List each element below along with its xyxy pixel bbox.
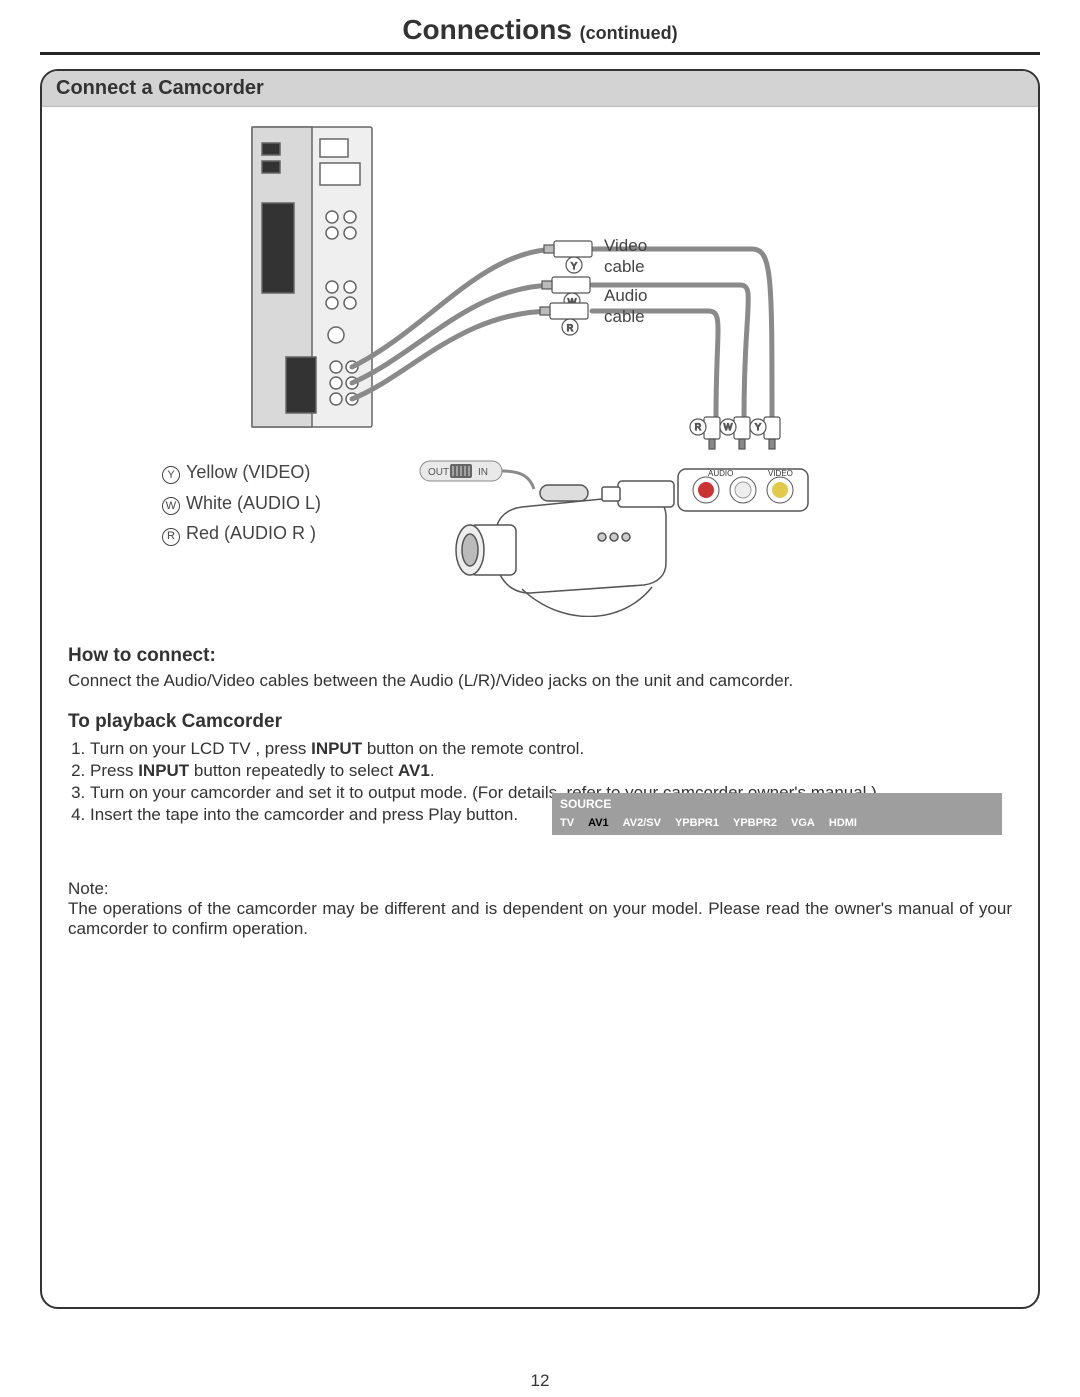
- how-to-connect-body: Connect the Audio/Video cables between t…: [68, 671, 1012, 691]
- legend-text: Red (AUDIO R ): [186, 523, 316, 543]
- playback-block: To playback Camcorder Turn on your LCD T…: [42, 711, 1038, 825]
- connector-badge-r: R: [567, 323, 574, 333]
- legend-row: Y Yellow (VIDEO): [162, 457, 321, 488]
- plug-badge-r: R: [695, 422, 702, 432]
- source-item: AV2/SV: [623, 817, 661, 829]
- connector-badge-y: Y: [571, 261, 577, 271]
- source-item-selected: AV1: [588, 817, 609, 829]
- switch-in-label: IN: [478, 467, 488, 478]
- plug-badge-w: W: [724, 422, 733, 432]
- source-item: YPBPR1: [675, 817, 719, 829]
- how-to-connect: How to connect: Connect the Audio/Video …: [42, 645, 1038, 691]
- note-body: The operations of the camcorder may be d…: [68, 899, 1012, 939]
- legend-text: Yellow (VIDEO): [186, 462, 310, 482]
- legend-badge: Y: [162, 466, 180, 484]
- source-item: VGA: [791, 817, 815, 829]
- playback-heading: To playback Camcorder: [68, 711, 1012, 733]
- legend-row: R Red (AUDIO R ): [162, 518, 321, 549]
- source-menu: SOURCE TV AV1 AV2/SV YPBPR1 YPBPR2 VGA H…: [552, 793, 1002, 835]
- content-frame: Connect a Camcorder: [40, 69, 1040, 1309]
- connection-diagram: Y W R R W Y: [42, 107, 1038, 627]
- title-sub: (continued): [580, 23, 678, 43]
- legend-badge: R: [162, 528, 180, 546]
- page-title: Connections (continued): [40, 10, 1040, 52]
- title-main: Connections: [402, 14, 572, 45]
- camcorder-illustration: [456, 481, 674, 617]
- source-item: YPBPR2: [733, 817, 777, 829]
- playback-step: Press INPUT button repeatedly to select …: [90, 761, 1012, 781]
- how-to-connect-heading: How to connect:: [68, 645, 1012, 667]
- legend-badge: W: [162, 497, 180, 515]
- legend-text: White (AUDIO L): [186, 493, 321, 513]
- color-legend: Y Yellow (VIDEO) W White (AUDIO L) R Red (A…: [162, 457, 321, 549]
- section-heading: Connect a Camcorder: [42, 71, 1038, 107]
- source-menu-items: TV AV1 AV2/SV YPBPR1 YPBPR2 VGA HDMI: [560, 817, 994, 829]
- note-block: Note: The operations of the camcorder ma…: [42, 861, 1038, 939]
- switch-out-label: OUT: [428, 467, 449, 478]
- source-item: HDMI: [829, 817, 857, 829]
- source-menu-title: SOURCE: [560, 797, 994, 811]
- rca-video-label: VIDEO: [768, 469, 793, 478]
- rca-audio-label: AUDIO: [708, 469, 733, 478]
- out-in-switch: OUT IN: [420, 461, 502, 481]
- note-heading: Note:: [68, 879, 1012, 899]
- page-number: 12: [0, 1371, 1080, 1391]
- video-cable-label: Video cable: [604, 235, 647, 278]
- legend-row: W White (AUDIO L): [162, 488, 321, 519]
- playback-step: Turn on your LCD TV , press INPUT button…: [90, 739, 1012, 759]
- title-rule: [40, 52, 1040, 55]
- source-item: TV: [560, 817, 574, 829]
- plug-badge-y: Y: [755, 422, 761, 432]
- rca-panel: AUDIO VIDEO: [678, 469, 808, 511]
- audio-cable-label: Audio cable: [604, 285, 647, 328]
